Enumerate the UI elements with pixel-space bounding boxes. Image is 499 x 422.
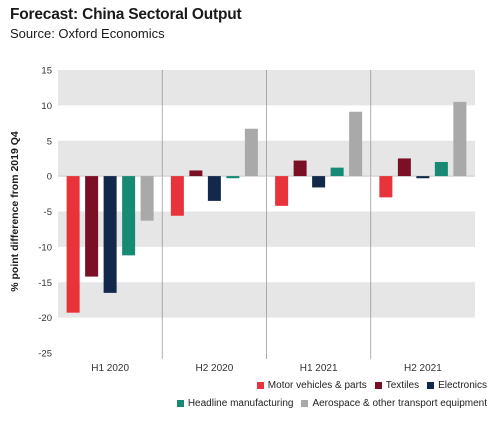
bar-electronics-3 [416, 176, 430, 179]
legend-label-headline-manufacturing: Headline manufacturing [187, 398, 294, 409]
bar-motor-vehicles-parts-3 [379, 176, 393, 198]
y-tick-label: 5 [47, 136, 52, 147]
legend-row-1: Motor vehicles & parts Textiles Electron… [256, 380, 487, 391]
bar-textiles-0 [85, 176, 99, 277]
legend-item-motor-vehicles: Motor vehicles & parts [256, 380, 367, 391]
bar-motor-vehicles-parts-0 [66, 176, 80, 313]
x-category-label: H1 2021 [300, 363, 338, 374]
legend-swatch-electronics [427, 382, 435, 389]
bar-headline-manufacturing-0 [122, 176, 136, 256]
bar-aerospace-other-transport-equipment-3 [453, 101, 467, 177]
bar-electronics-2 [312, 176, 326, 188]
legend-label-aerospace: Aerospace & other transport equipment [312, 398, 487, 409]
legend-swatch-textiles [374, 382, 382, 389]
legend-row-2: Headline manufacturing Aerospace & other… [176, 398, 487, 409]
y-tick-label: -25 [38, 349, 52, 360]
y-tick-label: -20 [38, 313, 52, 324]
y-tick-label: 10 [41, 101, 52, 112]
legend-item-aerospace: Aerospace & other transport equipment [301, 398, 487, 409]
x-category-label: H1 2020 [91, 363, 129, 374]
bar-headline-manufacturing-1 [226, 176, 240, 179]
bar-aerospace-other-transport-equipment-2 [349, 111, 363, 177]
bar-textiles-3 [397, 158, 411, 177]
bar-headline-manufacturing-3 [434, 161, 448, 177]
chart-subtitle: Source: Oxford Economics [10, 26, 165, 41]
legend-swatch-motor-vehicles [256, 382, 264, 389]
y-tick-label: -10 [38, 242, 52, 253]
bar-headline-manufacturing-2 [330, 167, 344, 177]
legend-label-motor-vehicles: Motor vehicles & parts [267, 380, 367, 391]
legend-swatch-aerospace [301, 400, 309, 407]
legend-swatch-headline-manufacturing [176, 400, 184, 407]
x-category-label: H2 2021 [404, 363, 442, 374]
legend-label-electronics: Electronics [438, 380, 487, 391]
bar-aerospace-other-transport-equipment-1 [244, 128, 258, 177]
y-tick-label: -15 [38, 278, 52, 289]
bar-motor-vehicles-parts-2 [275, 176, 289, 206]
y-tick-label: -5 [44, 207, 52, 218]
y-tick-label: 0 [47, 172, 52, 183]
bar-motor-vehicles-parts-1 [170, 176, 184, 216]
chart-title: Forecast: China Sectoral Output [10, 6, 242, 23]
legend-item-textiles: Textiles [374, 380, 420, 391]
y-tick-labels: 15 10 5 0 -5 -10 -15 -20 -25 [38, 66, 52, 360]
y-axis-label: % point difference from 2019 Q4 [9, 131, 21, 292]
x-category-labels: H1 2020 H2 2020 H1 2021 H2 2021 [91, 363, 442, 374]
bar-electronics-0 [103, 176, 117, 293]
bar-textiles-1 [189, 170, 203, 177]
bar-aerospace-other-transport-equipment-0 [140, 176, 154, 221]
legend-item-electronics: Electronics [427, 380, 487, 391]
y-tick-label: 15 [41, 66, 52, 77]
category-separators [161, 70, 372, 359]
legend-label-textiles: Textiles [385, 380, 420, 391]
bar-textiles-2 [293, 160, 307, 177]
bar-electronics-1 [207, 176, 221, 201]
x-category-label: H2 2020 [195, 363, 233, 374]
bars [66, 101, 467, 313]
legend-item-headline-manufacturing: Headline manufacturing [176, 398, 294, 409]
